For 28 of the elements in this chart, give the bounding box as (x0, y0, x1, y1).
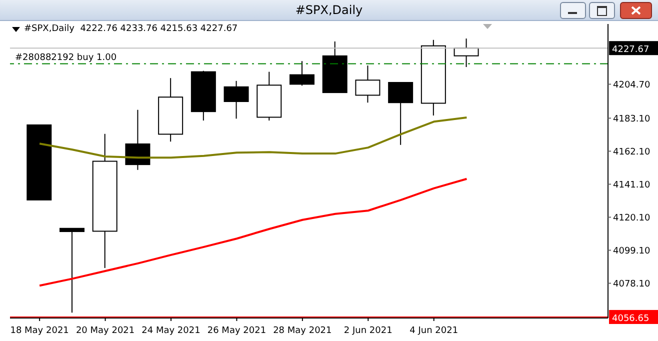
line-series (38, 178, 468, 287)
candlestick (355, 65, 380, 104)
candlestick (224, 80, 249, 120)
x-tick-label: 28 May 2021 (273, 326, 332, 336)
y-tick-label: 4078.10 (613, 279, 650, 290)
candlestick (454, 38, 479, 68)
y-tick-label: 4183.10 (613, 114, 650, 124)
candlestick (290, 60, 314, 86)
x-tick-label: 20 May 2021 (76, 326, 135, 336)
candlestick (60, 228, 84, 314)
ref-line-label: 4227.67 (612, 45, 650, 56)
x-tick-label: 4 Jun 2021 (410, 326, 458, 336)
candlestick (388, 82, 414, 146)
candlestick (125, 109, 150, 170)
x-tick-label: 18 May 2021 (10, 326, 69, 336)
y-tick-label: 4099.10 (613, 246, 650, 256)
y-tick-label: 4141.10 (613, 180, 650, 190)
ref-line-label: 4056.65 (612, 314, 650, 324)
ref-line-label: #280882192 buy 1.00 (15, 52, 117, 63)
x-tick-label: 26 May 2021 (207, 326, 266, 336)
x-tick-label: 2 Jun 2021 (344, 326, 392, 336)
line-series (38, 116, 468, 159)
chart-title: #SPX,Daily (0, 0, 658, 20)
y-tick-label: 4162.10 (613, 147, 650, 158)
x-tick-label: 24 May 2021 (142, 326, 200, 336)
y-tick-label: 4120.10 (613, 213, 650, 224)
annotation: #SPX,Daily 4222.76 4233.76 4215.63 4227.67 (24, 24, 238, 34)
y-tick-label: 4204.70 (613, 80, 650, 90)
